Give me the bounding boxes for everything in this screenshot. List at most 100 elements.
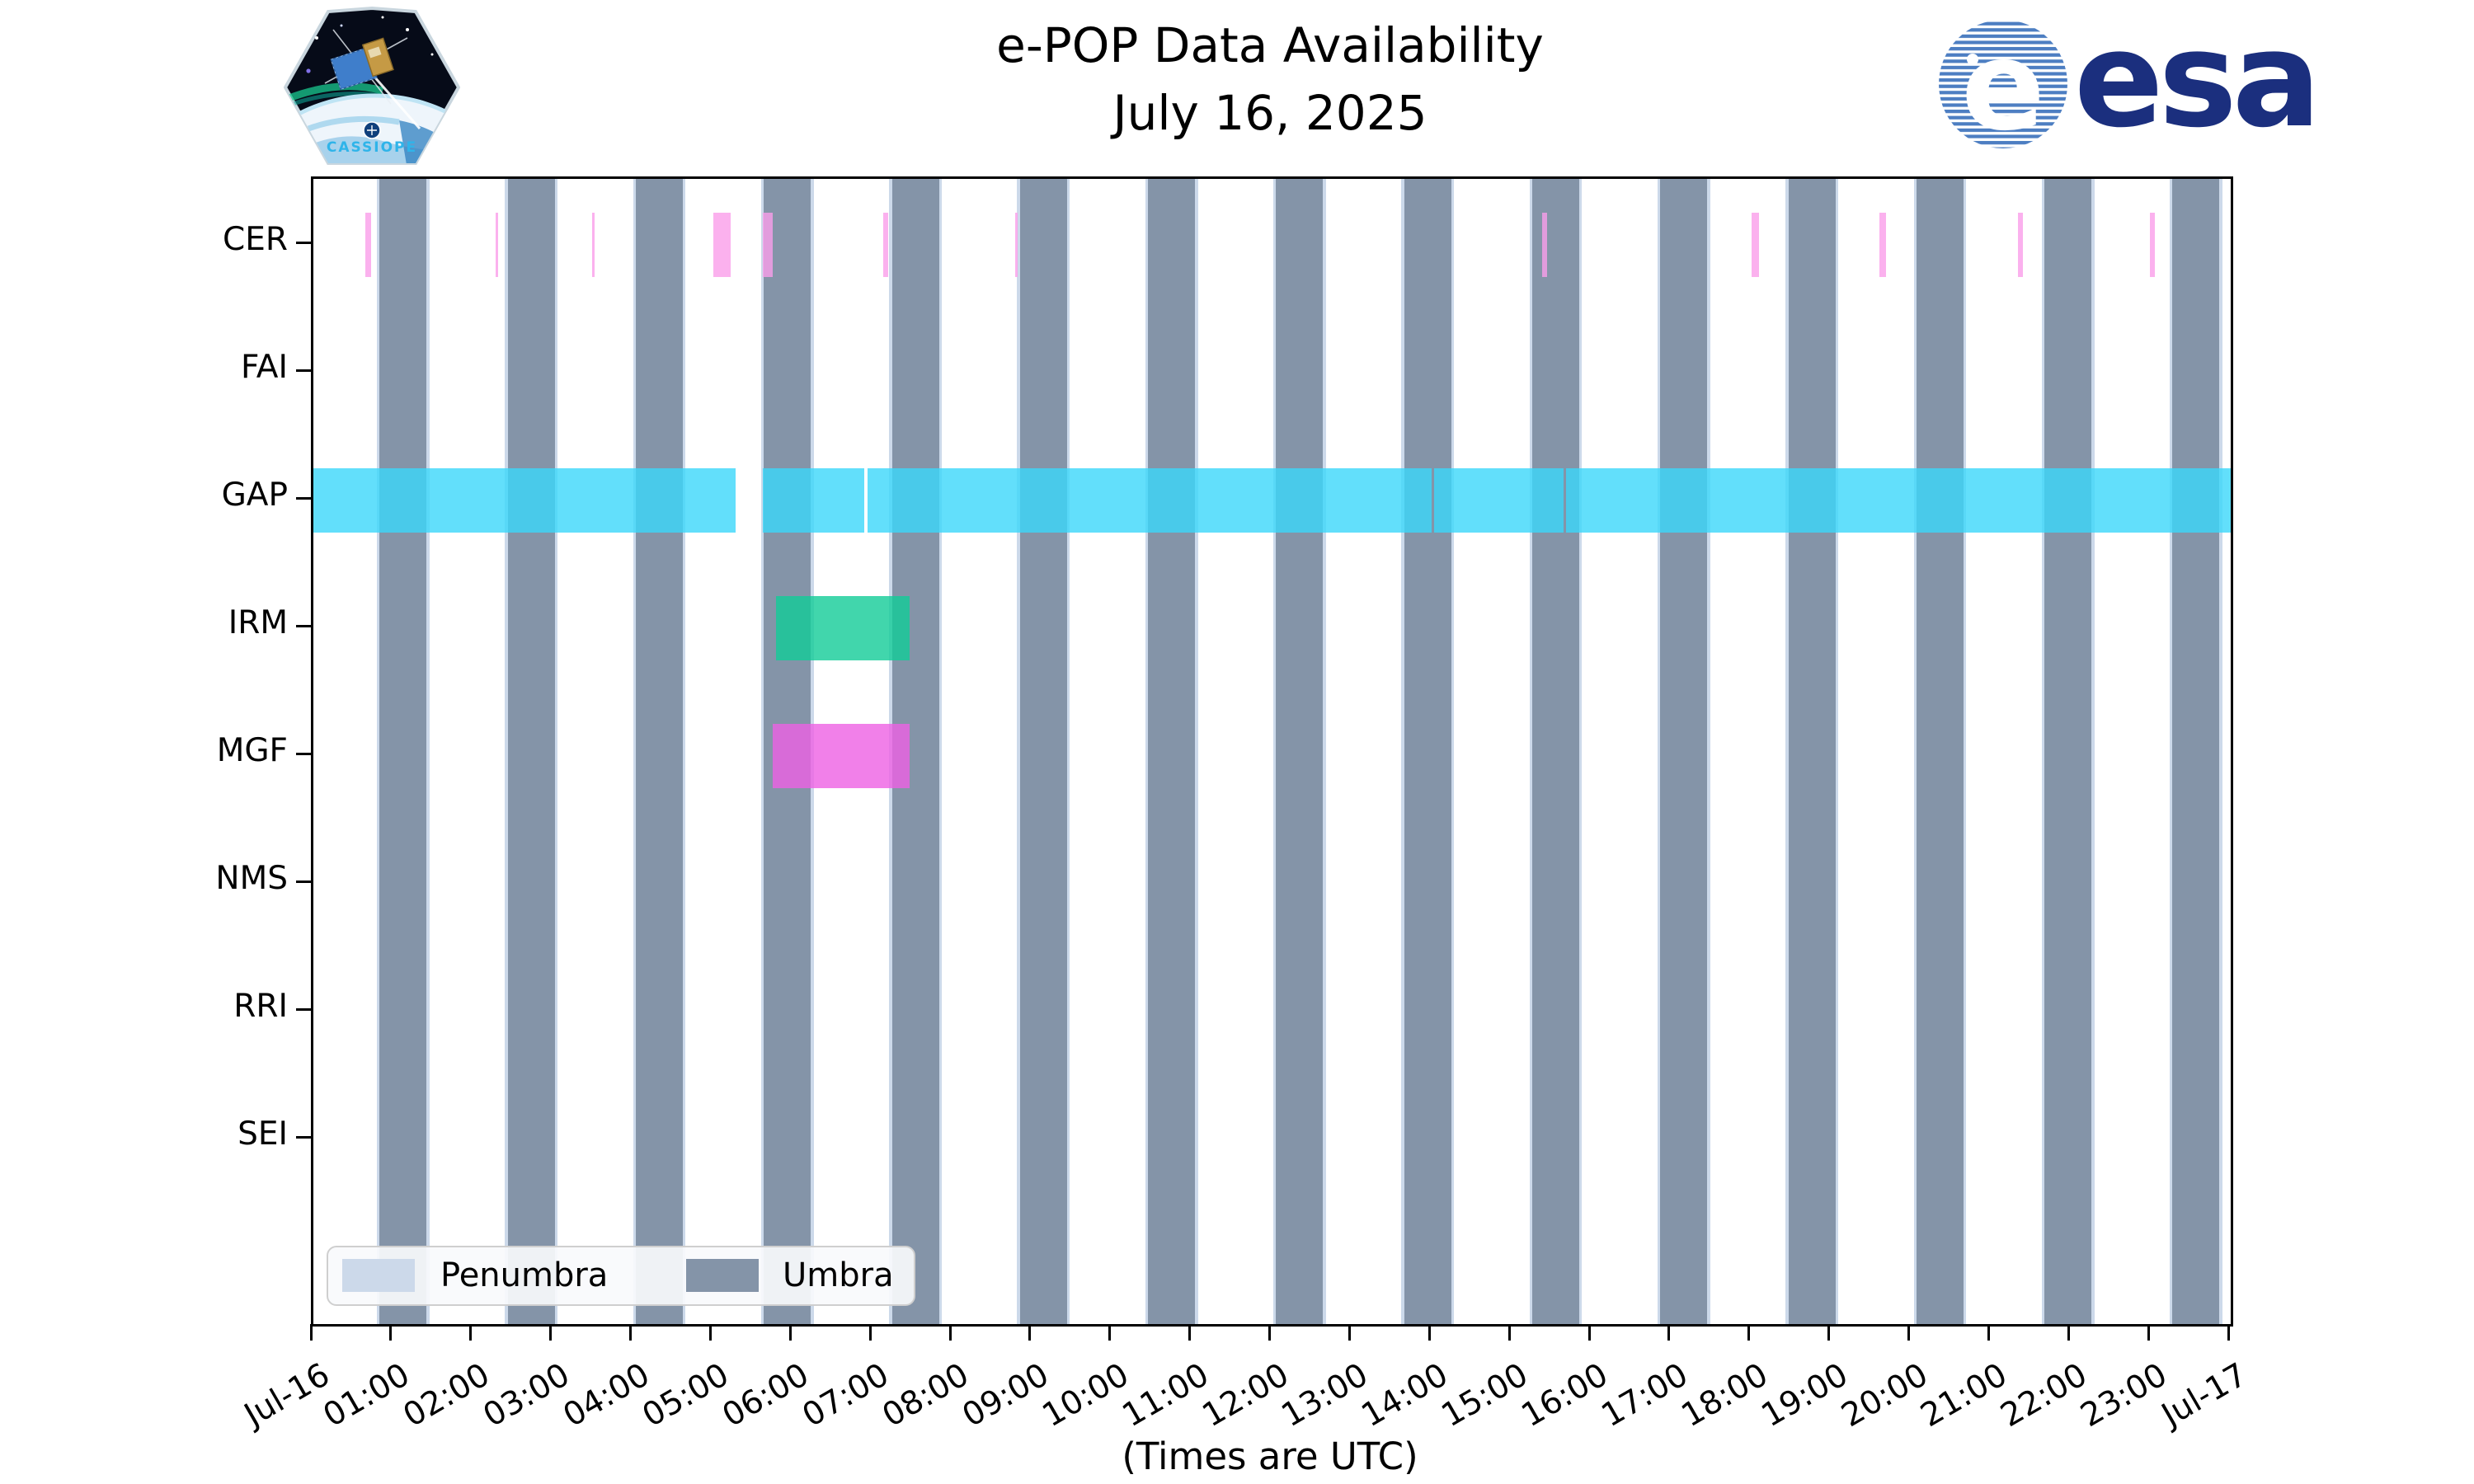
title-block: e-POP Data Availability July 16, 2025 [825,12,1715,147]
gap-availability-segment [313,468,736,533]
esa-globe-e: e [1961,15,2045,158]
penumbra-band [1066,179,1070,1324]
penumbra-band [1657,179,1661,1324]
y-tick-cer [296,241,311,244]
mgf-availability-segment [773,724,910,788]
penumbra-band [1707,179,1710,1324]
penumbra-band [1195,179,1198,1324]
umbra-band [1404,179,1451,1324]
x-tick [1108,1324,1112,1341]
penumbra-band [633,179,636,1324]
row-label-mgf: MGF [216,732,288,769]
x-tick [629,1324,632,1341]
penumbra-band [1578,179,1583,1324]
row-label-sei: SEI [238,1115,288,1153]
umbra-band [635,179,683,1324]
plot-area [311,176,2233,1327]
cer-availability-segment [713,213,731,277]
penumbra-band [1913,179,1917,1324]
penumbra-band [1323,179,1326,1324]
penumbra-band [938,179,942,1324]
legend-swatch-umbra [686,1259,759,1292]
penumbra-band [1529,179,1533,1324]
cer-availability-segment [883,213,889,277]
x-tick [788,1324,792,1341]
penumbra-band [505,179,508,1324]
x-tick [2067,1324,2070,1341]
x-tick [1587,1324,1591,1341]
umbra-band [507,179,555,1324]
x-tick [1667,1324,1671,1341]
penumbra-band [760,179,764,1324]
x-tick [2147,1324,2150,1341]
penumbra-band [1963,179,1967,1324]
penumbra-band [1145,179,1149,1324]
x-tick [1987,1324,1990,1341]
umbra-band [1660,179,1708,1324]
legend-swatch-penumbra [342,1259,415,1292]
irm-availability-segment [776,596,910,660]
esa-wordmark: esa [2074,8,2316,157]
x-tick [309,1324,313,1341]
x-tick [1427,1324,1431,1341]
y-tick-mgf [296,752,311,755]
cer-availability-segment [763,213,774,277]
y-tick-nms [296,880,311,883]
umbra-band [2044,179,2092,1324]
penumbra-band [2091,179,2095,1324]
row-label-gap: GAP [221,477,288,514]
gap-availability-segment [867,468,1432,533]
satellite [330,37,394,91]
penumbra-band [2041,179,2045,1324]
cer-availability-segment [1015,213,1018,277]
row-label-cer: CER [223,221,288,258]
umbra-band [379,179,427,1324]
row-label-rri: RRI [233,988,288,1025]
penumbra-band [1017,179,1020,1324]
penumbra-band [377,179,380,1324]
penumbra-band [426,179,430,1324]
penumbra-band [1785,179,1789,1324]
esa-globe [1939,20,2067,148]
y-tick-gap [296,496,311,500]
gap-availability-segment [1565,468,2231,533]
y-tick-fai [296,369,311,372]
umbra-band [1019,179,1067,1324]
x-tick [1827,1324,1831,1341]
x-axis-caption: (Times are UTC) [1122,1435,1418,1478]
chart-subtitle: July 16, 2025 [1112,85,1427,141]
gap-availability-segment [763,468,865,533]
umbra-band [1788,179,1836,1324]
umbra-band [1532,179,1579,1324]
cer-availability-segment [2149,213,2155,277]
cer-availability-segment [592,213,595,277]
cer-availability-segment [496,213,499,277]
umbra-band [1916,179,1964,1324]
penumbra-band [1401,179,1404,1324]
cer-availability-segment [1879,213,1886,277]
penumbra-band [682,179,686,1324]
x-tick [549,1324,553,1341]
cer-availability-segment [1751,213,1759,277]
patch-wordmark: CASSIOPE [327,139,417,156]
row-label-fai: FAI [240,349,288,386]
x-tick [469,1324,473,1341]
umbra-band [1276,179,1324,1324]
x-tick [1747,1324,1751,1341]
penumbra-band [2170,179,2173,1324]
legend-label-umbra: Umbra [783,1256,894,1294]
x-tick [389,1324,393,1341]
chart-title: e-POP Data Availability [996,17,1544,73]
x-tick [1507,1324,1511,1341]
x-tick [1348,1324,1351,1341]
cer-availability-segment [2017,213,2023,277]
gap-availability-segment [1433,468,1564,533]
penumbra-band [1273,179,1277,1324]
x-tick [708,1324,712,1341]
y-tick-irm [296,624,311,627]
cassiope-patch-logo: CASSIOPE [284,6,460,165]
legend-label-penumbra: Penumbra [440,1256,609,1294]
x-tick [2227,1324,2230,1341]
x-tick [948,1324,952,1341]
